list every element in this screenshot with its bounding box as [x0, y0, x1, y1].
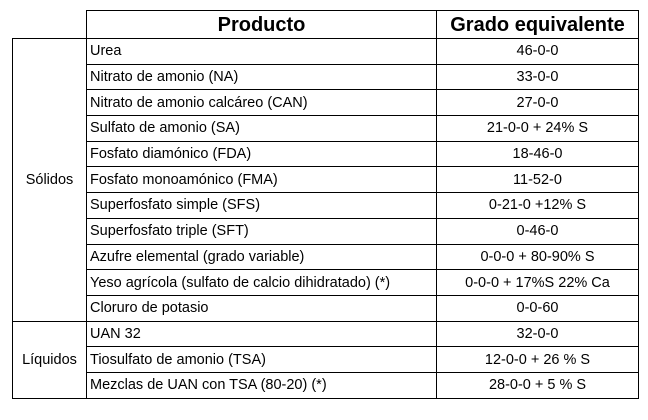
grade-cell: 28-0-0 + 5 % S [436, 371, 639, 399]
table-row: Azufre elemental (grado variable) 0-0-0 +… [13, 243, 639, 271]
table-row: Yeso agrícola (sulfato de calcio dihidra… [13, 269, 639, 296]
grade-cell: 33-0-0 [436, 63, 639, 91]
product-cell: Yeso agrícola (sulfato de calcio dihidra… [86, 269, 437, 296]
product-cell: Sulfato de amonio (SA) [86, 115, 437, 142]
grade-cell: 0-0-0 + 80-90% S [436, 243, 639, 271]
product-cell: Tiosulfato de amonio (TSA) [86, 346, 437, 373]
fertilizer-grade-table: Producto Grado equivalente Sólidos Urea 46… [12, 10, 639, 399]
grade-cell: 11-52-0 [436, 166, 639, 194]
table-row: Tiosulfato de amonio (TSA) 12-0-0 + 26 % … [13, 346, 639, 373]
table-header: Producto Grado equivalente [12, 10, 639, 39]
grade-cell: 21-0-0 + 24% S [436, 115, 639, 142]
product-cell: Mezclas de UAN con TSA (80-20) (*) [86, 371, 437, 399]
group-label: Sólidos [12, 38, 87, 322]
grade-cell: 32-0-0 [436, 320, 639, 348]
table-row: Sólidos Urea 46-0-0 [12, 38, 639, 322]
product-cell: Superfosfato triple (SFT) [86, 217, 437, 245]
table-row: Cloruro de potasio 0-0-60 [13, 294, 639, 322]
header-group-cell [12, 10, 87, 39]
grade-cell: 46-0-0 [436, 38, 639, 65]
table-row: Fosfato diamónico (FDA) 18-46-0 [13, 140, 639, 168]
grade-cell: 27-0-0 [436, 89, 639, 117]
table-row: Nitrato de amonio calcáreo (CAN) 27-0-0 [13, 89, 639, 117]
header-grade: Grado equivalente [436, 10, 639, 39]
table-body: Sólidos Urea 46-0-0 Nitrato de amonio (NA) 3… [12, 38, 639, 399]
table-row: Superfosfato simple (SFS) 0-21-0 +12% S [13, 192, 639, 219]
product-cell: Urea [86, 38, 437, 65]
grade-cell: 0-0-0 + 17%S 22% Ca [436, 269, 639, 296]
product-cell: Azufre elemental (grado variable) [86, 243, 437, 271]
product-cell: Fosfato monoamónico (FMA) [86, 166, 437, 194]
table-row: Mezclas de UAN con TSA (80-20) (*) 28-0-0… [13, 371, 639, 399]
product-cell: Superfosfato simple (SFS) [86, 192, 437, 219]
table-row: Líquidos UAN 32 32-0-0 [12, 320, 639, 399]
grade-cell: 0-0-60 [436, 294, 639, 322]
header-product: Producto [86, 10, 437, 39]
product-cell: Fosfato diamónico (FDA) [86, 140, 437, 168]
table-row: Fosfato monoamónico (FMA) 11-52-0 [13, 166, 639, 194]
grade-cell: 0-21-0 +12% S [436, 192, 639, 219]
group-label: Líquidos [12, 320, 87, 399]
product-cell: Cloruro de potasio [86, 294, 437, 322]
table-row: Nitrato de amonio (NA) 33-0-0 [13, 63, 639, 91]
table-row: Sulfato de amonio (SA) 21-0-0 + 24% S [13, 115, 639, 142]
table-row: Superfosfato triple (SFT) 0-46-0 [13, 217, 639, 245]
grade-cell: 18-46-0 [436, 140, 639, 168]
header-row: Producto Grado equivalente [12, 10, 639, 39]
grade-cell: 12-0-0 + 26 % S [436, 346, 639, 373]
product-cell: Nitrato de amonio calcáreo (CAN) [86, 89, 437, 117]
product-cell: UAN 32 [86, 320, 437, 348]
product-cell: Nitrato de amonio (NA) [86, 63, 437, 91]
grade-cell: 0-46-0 [436, 217, 639, 245]
